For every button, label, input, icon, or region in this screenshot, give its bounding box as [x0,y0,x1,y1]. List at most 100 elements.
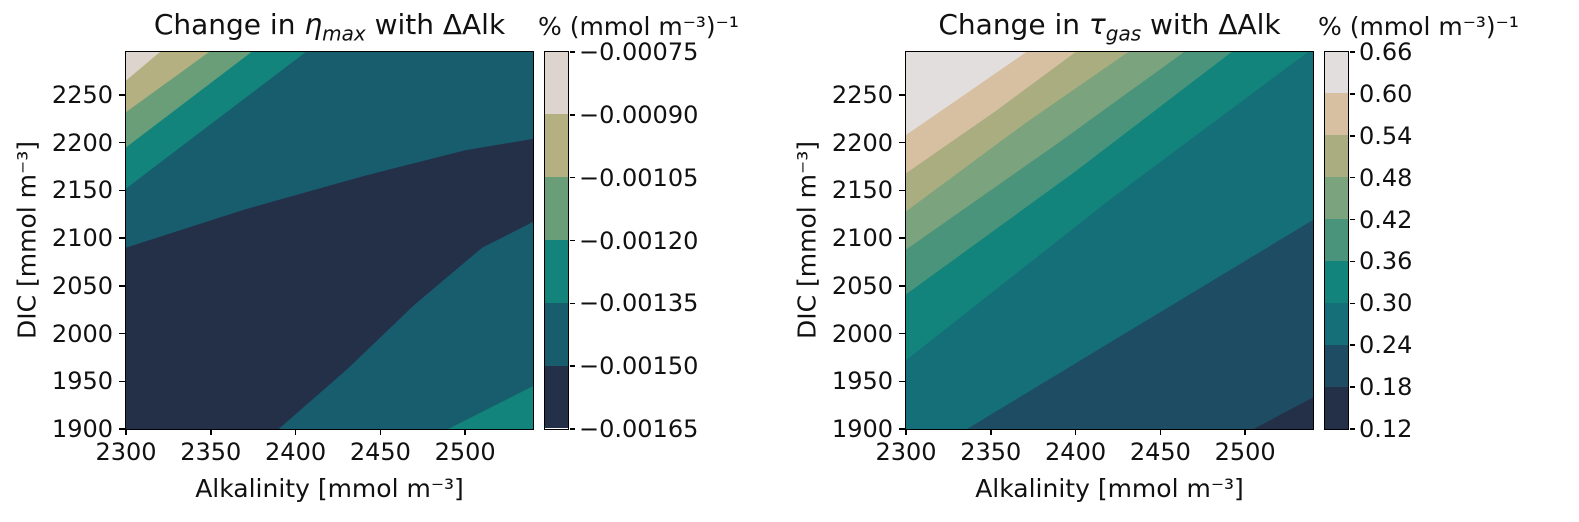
y-tick-label: 1900 [831,415,893,443]
y-tick-mark [119,380,125,383]
y-tick-mark [899,428,905,430]
x-tick-label: 2400 [265,438,327,466]
x-tick-mark [464,429,466,435]
y-tick-label: 1950 [831,367,893,396]
y-tick-label: 2050 [51,271,113,300]
colorbar-tick-label: 0.24 [1359,331,1413,360]
x-tick-label: 2450 [1129,438,1191,466]
colorbar-tick-label: −0.00135 [579,289,699,318]
colorbar [543,50,569,430]
colorbar-segment [1324,344,1348,387]
y-tick-mark [119,428,125,430]
y-tick-label: 2100 [51,224,113,253]
y-tick-label: 1950 [51,367,113,396]
colorbar-tick-label: −0.00120 [579,226,699,255]
y-tick-mark [119,94,125,96]
colorbar-tick-mark [1349,428,1355,430]
plot-title-symbol: τ [1088,8,1106,41]
x-tick-mark [379,429,382,435]
colorbar-tick-label: −0.00090 [579,100,699,129]
plot-title-subscript: max [322,21,366,46]
colorbar-segment [544,114,568,178]
y-tick-label: 2000 [51,319,113,348]
contour-plot-eta-max [124,50,534,430]
colorbar-segment [1324,135,1348,178]
colorbar-tick-mark [1349,176,1355,179]
colorbar-tick-label: 0.36 [1359,247,1413,276]
y-tick-mark [899,332,905,335]
colorbar-tick-mark [569,51,575,53]
colorbar-segment [1324,386,1348,429]
colorbar-tick-mark [569,176,575,179]
x-tick-label: 2500 [1214,438,1276,466]
y-tick-mark [899,141,905,144]
colorbar-title: % (mmol m⁻³)⁻¹ [538,12,739,41]
colorbar-segment [544,302,568,366]
colorbar-segment [544,239,568,303]
y-tick-mark [119,189,125,192]
colorbar-tick-label: 0.30 [1359,289,1413,318]
x-tick-mark [210,429,212,435]
colorbar-tick-label: 0.12 [1359,415,1413,443]
plot-title: Change in ηmax with ΔAlk [126,8,533,44]
colorbar-tick-label: −0.00165 [579,415,699,443]
contour-plot-tau-gas [904,50,1314,430]
colorbar-tick-label: −0.00075 [579,38,699,66]
y-tick-mark [899,380,905,383]
colorbar-tick-label: −0.00105 [579,163,699,192]
y-tick-mark [899,285,905,287]
x-tick-label: 2300 [95,438,157,466]
x-tick-mark [1244,429,1246,435]
y-tick-label: 2150 [51,176,113,205]
colorbar-segment [1324,51,1348,94]
y-tick-label: 2250 [831,80,893,109]
colorbar-tick-mark [569,302,575,305]
colorbar-tick-mark [1349,218,1355,221]
colorbar-tick-label: 0.66 [1359,38,1413,66]
x-tick-label: 2450 [349,438,411,466]
colorbar-segment [544,51,568,115]
y-tick-mark [119,141,125,144]
x-tick-mark [125,429,127,435]
plot-title-suffix: with ΔAlk [365,8,506,41]
y-tick-label: 2200 [51,128,113,157]
y-tick-mark [899,94,905,96]
colorbar-segment [544,365,568,429]
x-tick-mark [294,429,297,435]
x-axis-label: Alkalinity [mmol m⁻³] [195,474,464,503]
y-tick-label: 2100 [831,224,893,253]
plot-title-symbol: η [304,8,323,41]
colorbar-tick-label: 0.42 [1359,205,1413,234]
colorbar-segment [1324,93,1348,136]
colorbar-tick-mark [569,114,575,116]
plot-title-prefix: Change in [938,8,1089,41]
x-tick-label: 2350 [180,438,242,466]
y-tick-label: 1900 [51,415,113,443]
colorbar-tick-label: 0.60 [1359,79,1413,108]
colorbar [1323,50,1349,430]
plot-title-subscript: gas [1105,21,1142,46]
plot-title: Change in τgas with ΔAlk [906,8,1313,44]
x-tick-mark [1074,429,1077,435]
colorbar-tick-label: −0.00150 [579,352,699,381]
colorbar-title: % (mmol m⁻³)⁻¹ [1318,12,1519,41]
x-tick-mark [1159,429,1162,435]
colorbar-tick-mark [1349,260,1355,263]
colorbar-tick-mark [1349,386,1355,388]
colorbar-segment [1324,219,1348,261]
colorbar-tick-mark [1349,302,1355,305]
y-tick-mark [119,285,125,287]
x-tick-label: 2300 [875,438,937,466]
x-axis-label: Alkalinity [mmol m⁻³] [975,474,1244,503]
colorbar-tick-label: 0.48 [1359,163,1413,192]
contour-bands [125,51,533,429]
colorbar-tick-mark [1349,344,1355,346]
y-tick-label: 2050 [831,271,893,300]
colorbar-tick-mark [569,428,575,430]
y-tick-mark [119,237,125,239]
colorbar-tick-label: 0.18 [1359,373,1413,402]
right-panel: Change in τgas with ΔAlk DIC [mmol m⁻³] … [780,0,1579,522]
colorbar-tick-mark [1349,51,1355,53]
y-tick-mark [899,237,905,239]
